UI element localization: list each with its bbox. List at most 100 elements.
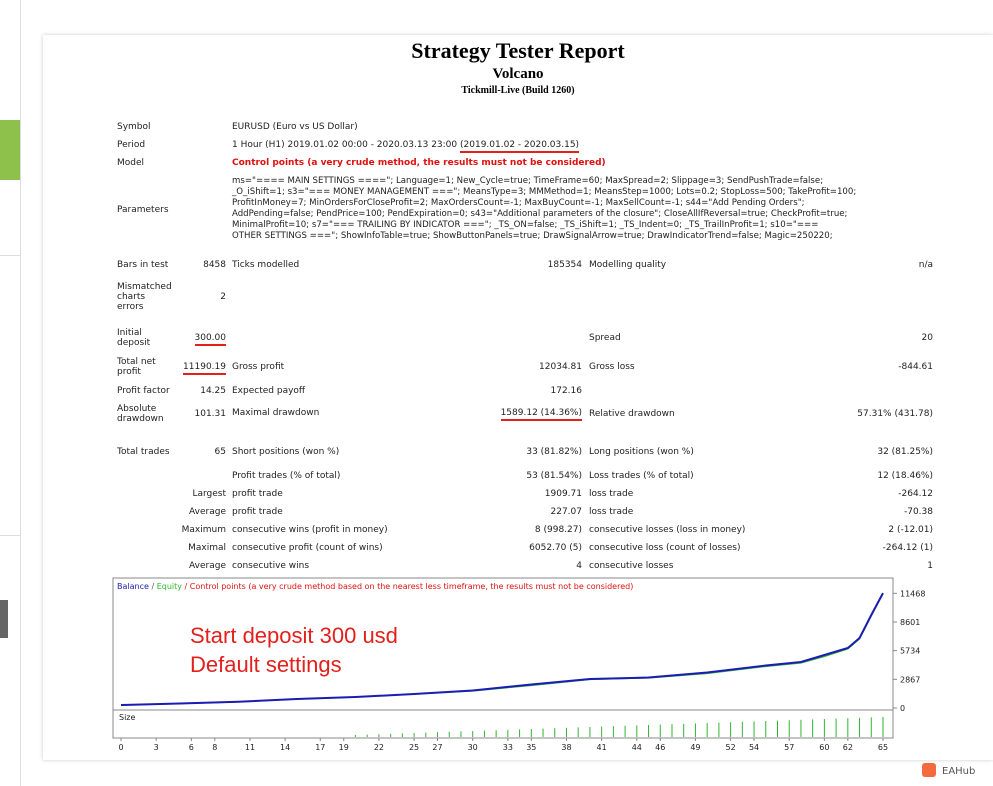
- stat-cell: -264.12: [898, 489, 933, 499]
- annotation: Default settings: [190, 652, 342, 677]
- stat-cell: Absolute drawdown: [117, 404, 164, 424]
- legend-equity: Equity: [157, 582, 183, 591]
- balance-line: [120, 592, 884, 706]
- stat-cell: n/a: [918, 260, 933, 270]
- annotation: Start deposit 300 usd: [190, 623, 398, 648]
- stat-cell: Total trades: [117, 447, 170, 457]
- stat-cell: Spread: [589, 333, 621, 343]
- stat-cell: 32 (81.25%): [877, 447, 933, 457]
- stat-cell: Mismatched charts errors: [117, 282, 172, 312]
- stat-cell: 57.31% (431.78): [857, 409, 933, 419]
- stat-cell: Short positions (won %): [232, 447, 340, 457]
- legend-sep: /: [149, 582, 157, 591]
- stat-cell: Modelling quality: [589, 260, 667, 270]
- x-tick-label: 14: [280, 743, 290, 752]
- stat-cell: 12034.81: [539, 362, 582, 372]
- x-tick-label: 46: [655, 743, 665, 752]
- label: Symbol: [117, 122, 151, 132]
- x-tick-label: 57: [784, 743, 794, 752]
- y-tick-label: 8601: [900, 618, 920, 627]
- x-tick-label: 33: [503, 743, 513, 752]
- stat-cell: 65: [214, 447, 226, 457]
- watermark-icon: [922, 763, 936, 777]
- title: Strategy Tester Report: [411, 38, 625, 63]
- stat-cell: 2: [220, 292, 226, 302]
- period-range: (2019.01.02 - 2020.03.15): [460, 140, 580, 153]
- y-tick-label: 5734: [900, 647, 920, 656]
- x-tick-label: 0: [118, 743, 123, 752]
- stat-cell: consecutive profit (count of wins): [232, 543, 383, 553]
- stat-cell: loss trade: [589, 507, 634, 517]
- x-tick-label: 30: [468, 743, 478, 752]
- x-tick-label: 3: [154, 743, 159, 752]
- stat-cell: 185354: [547, 260, 582, 270]
- stat-row: Bars in test 8458 Ticks modelled 185354 Mode…: [117, 257, 933, 273]
- x-tick-label: 19: [339, 743, 349, 752]
- x-tick-label: 41: [597, 743, 607, 752]
- stat-cell: 1: [927, 561, 933, 571]
- x-tick-label: 22: [374, 743, 384, 752]
- x-tick-label: 25: [409, 743, 419, 752]
- stat-cell: Maximal: [188, 543, 226, 553]
- sidebar-divider: [0, 255, 20, 256]
- label: Period: [117, 140, 146, 150]
- x-tick-label: 54: [749, 743, 759, 752]
- stat-row: Profit trades (% of total) 53 (81.54%) Los…: [117, 468, 933, 484]
- stat-cell: Ticks modelled: [232, 260, 300, 270]
- x-tick-label: 17: [315, 743, 325, 752]
- stat-cell: 8458: [203, 260, 226, 270]
- stat-cell: Profit trades (% of total): [232, 471, 341, 481]
- watermark: EAHub: [942, 766, 975, 777]
- stat-cell: Loss trades (% of total): [589, 471, 694, 481]
- x-tick-label: 8: [212, 743, 217, 752]
- legend-balance: Balance: [117, 582, 149, 591]
- stat-cell: Initial deposit: [117, 328, 151, 348]
- stat-cell: consecutive losses (loss in money): [589, 525, 746, 535]
- label: Parameters: [117, 205, 169, 215]
- stat-cell: Bars in test: [117, 260, 169, 270]
- sidebar: [0, 0, 21, 786]
- stat-cell: profit trade: [232, 507, 283, 517]
- stat-cell: 11190.19: [183, 362, 226, 375]
- stat-cell: 53 (81.54%): [526, 471, 582, 481]
- stat-cell: consecutive loss (count of losses): [589, 543, 741, 553]
- size-pane: [112, 709, 894, 739]
- stat-cell: 300.00: [194, 333, 226, 346]
- stat-cell: Maximal drawdown: [232, 407, 320, 418]
- stat-row: Average consecutive wins 4 consecutive loss…: [117, 558, 933, 574]
- stat-cell: Average: [189, 561, 226, 571]
- stat-cell: consecutive losses: [589, 561, 674, 571]
- stat-cell: 33 (81.82%): [526, 447, 582, 457]
- x-tick-label: 60: [819, 743, 829, 752]
- stat-cell: 172.16: [550, 386, 583, 396]
- stat-cell: 227.07: [550, 507, 583, 517]
- server: Tickmill-Live (Build 1260): [461, 85, 575, 96]
- stat-row: Largest profit trade 1909.71 loss trade -264…: [117, 486, 933, 502]
- stat-cell: 2 (-12.01): [888, 525, 933, 535]
- stat-cell: consecutive wins (profit in money): [232, 525, 388, 535]
- value: 1 Hour (H1) 2019.01.02 00:00 - 2020.03.1…: [232, 140, 580, 153]
- stat-row: Mismatched charts errors 2: [117, 277, 933, 317]
- stat-row: Maximum consecutive wins (profit in money…: [117, 522, 933, 538]
- parameters: ms="==== MAIN SETTINGS ===="; Language=1…: [232, 176, 857, 241]
- stat-row: Total trades 65 Short positions (won %) 33 …: [117, 440, 933, 464]
- stat-cell: loss trade: [589, 489, 634, 499]
- stat-cell: 8 (998.27): [534, 525, 582, 535]
- size-label: Size: [119, 713, 136, 722]
- expert: Volcano: [492, 66, 544, 82]
- y-tick-label: 0: [900, 704, 905, 713]
- sidebar-block: [0, 600, 8, 638]
- stat-row: Total net profit 11190.19 Gross profit 1203…: [117, 355, 933, 379]
- stat-cell: 1589.12 (14.36%): [500, 408, 582, 421]
- legend: Balance / Equity / Control points (a ver…: [117, 582, 633, 591]
- stat-cell: 1909.71: [544, 489, 582, 499]
- stat-row: Average profit trade 227.07 loss trade -70.3…: [117, 504, 933, 520]
- stat-cell: 12 (18.46%): [877, 471, 933, 481]
- label: Model: [117, 158, 145, 168]
- stat-cell: -264.12 (1): [882, 543, 933, 553]
- stat-cell: Gross loss: [589, 362, 635, 372]
- stat-row: Initial deposit 300.00 Spread 20: [117, 326, 933, 350]
- stat-cell: 101.31: [194, 409, 227, 419]
- stat-row: Profit factor 14.25 Expected payoff 172.16: [117, 383, 933, 399]
